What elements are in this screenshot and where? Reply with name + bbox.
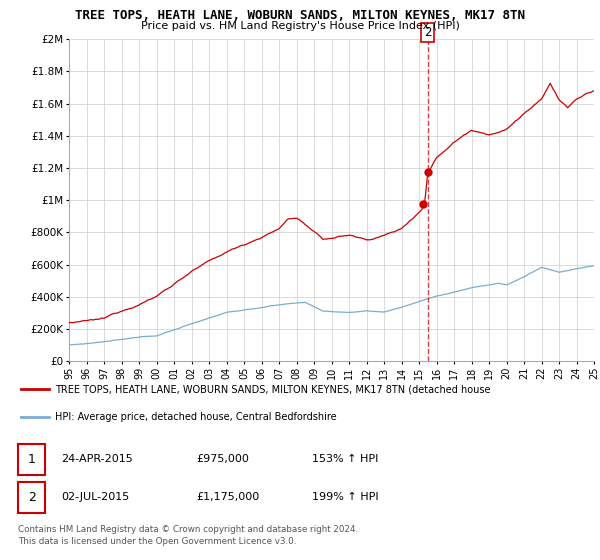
Text: HPI: Average price, detached house, Central Bedfordshire: HPI: Average price, detached house, Cent…	[55, 412, 337, 422]
Bar	[18, 444, 46, 474]
Text: Contains HM Land Registry data © Crown copyright and database right 2024.
This d: Contains HM Land Registry data © Crown c…	[18, 525, 358, 546]
Text: 1: 1	[28, 452, 35, 465]
Text: 2: 2	[424, 26, 431, 39]
Text: 199% ↑ HPI: 199% ↑ HPI	[311, 492, 378, 502]
Text: 2: 2	[28, 491, 35, 504]
Text: £1,175,000: £1,175,000	[196, 492, 260, 502]
Text: 24-APR-2015: 24-APR-2015	[61, 454, 133, 464]
Text: TREE TOPS, HEATH LANE, WOBURN SANDS, MILTON KEYNES, MK17 8TN: TREE TOPS, HEATH LANE, WOBURN SANDS, MIL…	[75, 9, 525, 22]
Text: Price paid vs. HM Land Registry's House Price Index (HPI): Price paid vs. HM Land Registry's House …	[140, 21, 460, 31]
Bar	[18, 482, 46, 513]
Text: TREE TOPS, HEATH LANE, WOBURN SANDS, MILTON KEYNES, MK17 8TN (detached house: TREE TOPS, HEATH LANE, WOBURN SANDS, MIL…	[55, 384, 491, 394]
Text: 02-JUL-2015: 02-JUL-2015	[61, 492, 129, 502]
Text: £975,000: £975,000	[196, 454, 249, 464]
Text: 153% ↑ HPI: 153% ↑ HPI	[311, 454, 378, 464]
